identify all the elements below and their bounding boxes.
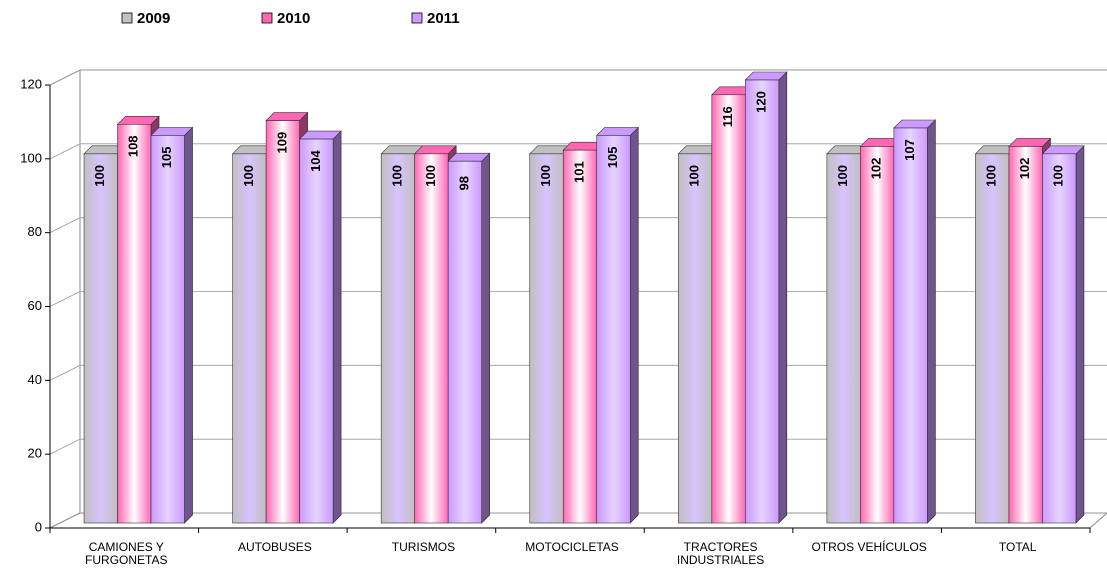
legend-label: 2009	[137, 10, 170, 27]
value-label: 109	[274, 132, 289, 154]
bar	[447, 152, 491, 524]
bar-front	[860, 146, 895, 524]
bar	[298, 130, 342, 524]
bar-side-shade	[927, 119, 936, 523]
legend-label: 2010	[277, 10, 310, 27]
value-label: 100	[423, 165, 438, 187]
bar-side-shade	[184, 127, 193, 523]
value-label: 100	[835, 165, 850, 187]
bar	[596, 126, 639, 524]
y-tick-label: 80	[28, 224, 42, 239]
value-label: 100	[92, 165, 107, 187]
value-label: 100	[241, 165, 256, 187]
value-label: 102	[1017, 158, 1032, 180]
value-label: 108	[126, 135, 141, 157]
bar-front	[893, 127, 928, 524]
bar-front	[711, 94, 746, 524]
value-label: 105	[605, 147, 620, 169]
bar-front	[562, 149, 598, 524]
bar-side-shade	[333, 131, 342, 524]
value-label: 105	[159, 147, 174, 169]
x-tick-label: TRACTORES INDUSTRIALES	[676, 540, 765, 567]
bar-front	[1008, 146, 1043, 524]
y-tick-label: 120	[20, 76, 42, 91]
bar	[1041, 145, 1085, 524]
bar-front	[414, 153, 449, 524]
bar	[893, 119, 937, 524]
bar-front	[1042, 153, 1077, 524]
value-label: 100	[538, 165, 553, 187]
bar-front	[150, 135, 185, 524]
bar-front	[447, 160, 482, 524]
value-label: 107	[902, 139, 917, 161]
bar-front	[678, 153, 713, 524]
bar-side-shade	[630, 127, 639, 523]
grid-line	[49, 69, 1107, 86]
value-label: 101	[571, 161, 586, 183]
y-tick-label: 20	[28, 446, 42, 461]
bar	[150, 126, 194, 524]
x-tick-label: TURISMOS	[391, 540, 456, 554]
bar-front	[117, 124, 152, 524]
y-tick-label: 40	[28, 372, 42, 387]
y-tick-label: 0	[35, 519, 42, 534]
value-label: 102	[869, 158, 884, 180]
x-tick-label: TOTAL	[998, 540, 1037, 554]
value-label: 100	[687, 165, 702, 187]
bar-front	[745, 79, 780, 524]
x-tick-label: AUTOBUSES	[237, 540, 312, 554]
legend-swatch	[121, 12, 133, 24]
bar-side-shade	[778, 72, 787, 523]
bar-front	[83, 153, 118, 524]
x-tick-label: MOTOCICLETAS	[525, 540, 619, 554]
x-tick-label: CAMIONES Y FURGONETAS	[85, 540, 168, 567]
bar-front	[975, 153, 1010, 524]
legend-swatch	[261, 12, 273, 24]
y-tick-label: 60	[28, 298, 42, 313]
value-label: 104	[308, 149, 323, 171]
bar-front	[299, 138, 334, 524]
bar-front	[265, 120, 300, 524]
bar	[744, 71, 788, 524]
legend-label: 2011	[427, 10, 460, 27]
bar-front	[232, 153, 267, 524]
bar-side-shade	[481, 153, 490, 523]
value-label: 100	[984, 165, 999, 187]
value-label: 120	[754, 91, 769, 113]
bar-front	[529, 153, 564, 524]
y-tick-label: 100	[20, 150, 42, 165]
bar-front	[826, 153, 861, 524]
bar-front	[380, 153, 415, 524]
legend-swatch	[411, 12, 423, 24]
value-label: 98	[456, 176, 471, 190]
value-label: 116	[720, 106, 735, 127]
value-label: 100	[1051, 165, 1066, 187]
value-label: 100	[389, 165, 404, 187]
x-tick-label: OTROS VEHÍCULOS	[811, 540, 927, 554]
bar-side-shade	[1075, 145, 1084, 524]
bar-front	[596, 135, 631, 524]
